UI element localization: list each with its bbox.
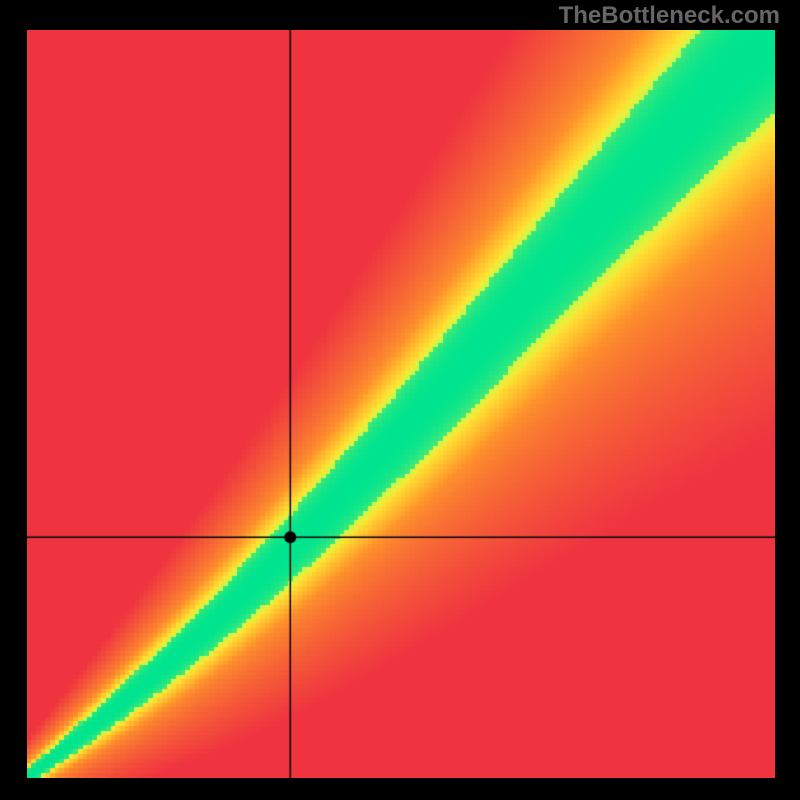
chart-frame: TheBottleneck.com xyxy=(0,0,800,800)
watermark-text: TheBottleneck.com xyxy=(559,2,780,30)
bottleneck-heatmap xyxy=(27,30,775,778)
